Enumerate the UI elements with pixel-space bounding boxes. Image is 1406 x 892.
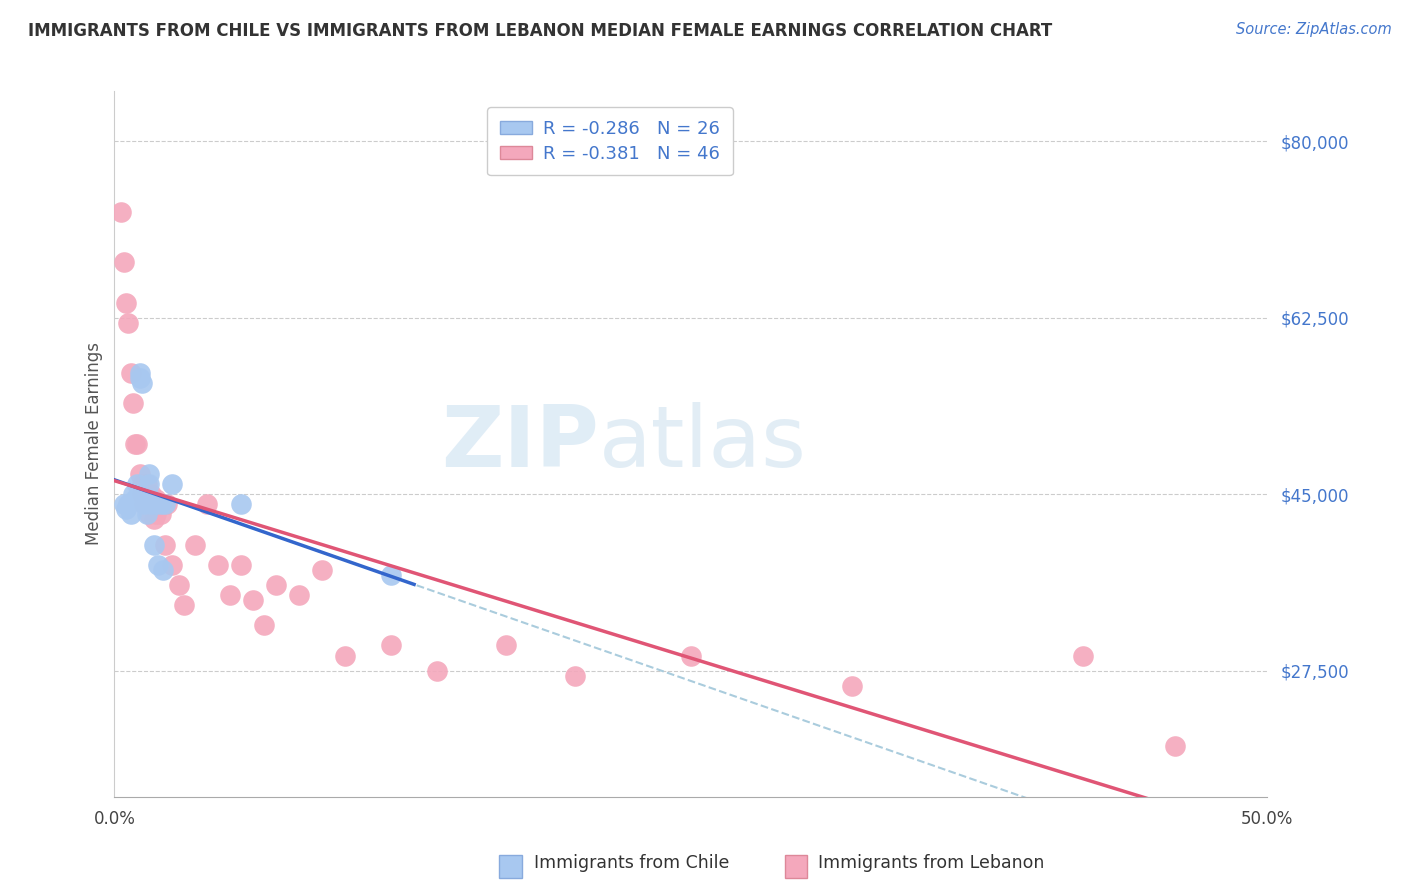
Y-axis label: Median Female Earnings: Median Female Earnings bbox=[86, 343, 103, 545]
Point bbox=[333, 648, 356, 663]
Point bbox=[110, 204, 132, 219]
Point bbox=[115, 502, 138, 516]
Text: IMMIGRANTS FROM CHILE VS IMMIGRANTS FROM LEBANON MEDIAN FEMALE EARNINGS CORRELAT: IMMIGRANTS FROM CHILE VS IMMIGRANTS FROM… bbox=[28, 22, 1052, 40]
Point bbox=[264, 578, 287, 592]
Point bbox=[380, 639, 402, 653]
Point bbox=[117, 316, 139, 330]
Point bbox=[141, 497, 163, 511]
Point bbox=[160, 477, 183, 491]
Point bbox=[138, 492, 160, 507]
Point bbox=[149, 508, 172, 522]
Point bbox=[124, 437, 146, 451]
Point bbox=[145, 497, 167, 511]
Point bbox=[148, 558, 170, 572]
Point bbox=[195, 497, 218, 511]
Point bbox=[117, 497, 139, 511]
Point bbox=[135, 508, 157, 522]
Point bbox=[148, 497, 170, 511]
Text: Immigrants from Chile: Immigrants from Chile bbox=[534, 855, 730, 872]
Point bbox=[564, 669, 586, 683]
Point bbox=[138, 477, 160, 491]
Text: Source: ZipAtlas.com: Source: ZipAtlas.com bbox=[1236, 22, 1392, 37]
Point bbox=[131, 376, 153, 391]
Point bbox=[1071, 648, 1094, 663]
Point bbox=[311, 563, 333, 577]
Point bbox=[679, 648, 702, 663]
Point bbox=[121, 396, 143, 410]
Point bbox=[134, 497, 156, 511]
Text: Immigrants from Lebanon: Immigrants from Lebanon bbox=[818, 855, 1045, 872]
Point bbox=[149, 497, 172, 511]
Point bbox=[207, 558, 229, 572]
Point bbox=[380, 567, 402, 582]
Point bbox=[160, 558, 183, 572]
Point bbox=[134, 497, 156, 511]
Point bbox=[131, 477, 153, 491]
Point bbox=[231, 558, 253, 572]
Point bbox=[141, 497, 163, 511]
Point bbox=[153, 497, 176, 511]
Point bbox=[112, 255, 135, 269]
Point bbox=[145, 492, 167, 507]
Point bbox=[142, 538, 165, 552]
Point bbox=[128, 467, 150, 481]
Point bbox=[141, 492, 163, 507]
Point bbox=[156, 497, 179, 511]
Point bbox=[184, 538, 207, 552]
Point bbox=[124, 492, 146, 507]
Point bbox=[841, 679, 863, 693]
Legend: R = -0.286   N = 26, R = -0.381   N = 46: R = -0.286 N = 26, R = -0.381 N = 46 bbox=[488, 107, 733, 176]
Point bbox=[128, 371, 150, 385]
Point bbox=[142, 512, 165, 526]
Point bbox=[131, 487, 153, 501]
Point bbox=[134, 492, 156, 507]
Point bbox=[121, 487, 143, 501]
Point bbox=[120, 508, 142, 522]
Point bbox=[218, 588, 240, 602]
Point bbox=[135, 477, 157, 491]
Point bbox=[242, 593, 264, 607]
Point bbox=[145, 508, 167, 522]
Point bbox=[112, 497, 135, 511]
Point bbox=[128, 366, 150, 380]
Point bbox=[152, 563, 174, 577]
Point bbox=[138, 467, 160, 481]
Point bbox=[127, 477, 149, 491]
Point bbox=[253, 618, 276, 632]
Point bbox=[115, 295, 138, 310]
Point bbox=[153, 538, 176, 552]
Point bbox=[426, 664, 449, 678]
Point bbox=[138, 508, 160, 522]
Point bbox=[495, 639, 517, 653]
Text: atlas: atlas bbox=[599, 402, 807, 485]
Point bbox=[120, 366, 142, 380]
Point bbox=[167, 578, 190, 592]
Point bbox=[141, 487, 163, 501]
Point bbox=[127, 437, 149, 451]
Point bbox=[1164, 739, 1187, 754]
Text: ZIP: ZIP bbox=[440, 402, 599, 485]
Point bbox=[231, 497, 253, 511]
Point bbox=[173, 598, 195, 612]
Point bbox=[288, 588, 311, 602]
